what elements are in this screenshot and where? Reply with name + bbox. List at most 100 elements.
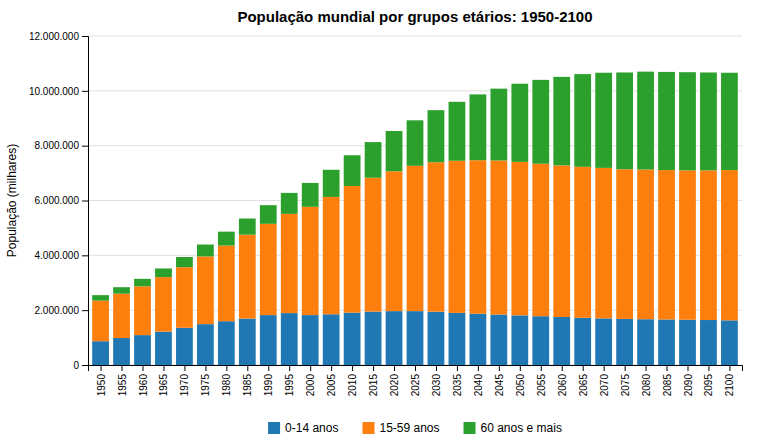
tick: 1955: [117, 365, 128, 396]
bar: [595, 73, 612, 168]
bar: [155, 332, 172, 365]
tick-label: 2030: [431, 374, 442, 397]
bar: [323, 314, 340, 365]
bar: [490, 315, 507, 365]
tick-mark: [184, 365, 185, 371]
bar: [344, 186, 361, 313]
bar: [218, 232, 235, 246]
tick: 2070: [599, 365, 610, 396]
bar: [407, 120, 424, 166]
bar: [239, 235, 256, 319]
bar: [700, 170, 717, 320]
tick-mark: [688, 365, 689, 371]
bar: [721, 320, 738, 365]
legend-label: 15-59 anos: [379, 421, 439, 435]
tick-label: 2040: [473, 374, 484, 397]
tick-label: 2085: [662, 374, 673, 397]
tick-mark: [268, 365, 269, 371]
tick-label: 2070: [599, 374, 610, 397]
legend-swatch: [464, 422, 476, 434]
tick: 2005: [326, 365, 337, 396]
tick-label: 1950: [96, 374, 107, 397]
grid: [88, 36, 742, 365]
bar: [428, 312, 445, 365]
bars: [92, 72, 738, 365]
tick-mark: [415, 365, 416, 371]
tick-label: 2045: [494, 374, 505, 397]
tick-label: 1980: [221, 374, 232, 397]
legend: 0-14 anos 15-59 anos 60 anos e mais: [268, 421, 562, 435]
tick-mark: [310, 365, 311, 371]
bar: [511, 315, 528, 365]
tick-mark: [604, 365, 605, 371]
tick-mark: [457, 365, 458, 371]
tick: 2060: [557, 365, 568, 396]
bar: [176, 267, 193, 328]
bar: [553, 317, 570, 365]
tick-mark: [499, 365, 500, 371]
tick-mark: [562, 365, 563, 371]
tick-label: 2005: [326, 374, 337, 397]
bar: [595, 168, 612, 319]
bar: [155, 277, 172, 332]
tick-label: 6.000.000: [35, 195, 80, 206]
tick-label: 1975: [200, 374, 211, 397]
bar: [470, 94, 487, 160]
bar: [574, 167, 591, 318]
tick-mark: [667, 365, 668, 371]
legend-swatch: [362, 422, 374, 434]
tick-label: 1995: [284, 374, 295, 397]
bar: [700, 72, 717, 170]
bar: [637, 170, 654, 320]
bar: [721, 73, 738, 170]
bar: [679, 72, 696, 170]
tick: 1975: [200, 365, 211, 396]
legend-label: 60 anos e mais: [481, 421, 562, 435]
bar: [92, 301, 109, 342]
tick-mark: [226, 365, 227, 371]
tick-mark: [520, 365, 521, 371]
bar: [302, 207, 319, 315]
bar: [658, 170, 675, 319]
tick: 2.000.000: [35, 305, 89, 316]
tick-label: 10.000.000: [29, 86, 79, 97]
tick: 2100: [724, 365, 735, 396]
bar: [92, 295, 109, 300]
bar: [260, 315, 277, 365]
tick-mark: [729, 365, 730, 371]
tick-label: 2.000.000: [35, 305, 80, 316]
tick-mark: [373, 365, 374, 371]
tick-label: 0: [73, 360, 79, 371]
bar: [113, 287, 130, 293]
tick: 2065: [578, 365, 589, 396]
bar: [658, 72, 675, 170]
bar: [386, 171, 403, 311]
bar: [197, 324, 214, 365]
tick-mark: [394, 365, 395, 371]
tick: 1950: [96, 365, 107, 396]
tick-label: 1970: [179, 374, 190, 397]
bar: [449, 102, 466, 161]
tick-label: 2010: [347, 374, 358, 397]
tick-label: 1985: [242, 374, 253, 397]
bar: [616, 72, 633, 169]
legend-item: 0-14 anos: [268, 421, 338, 435]
tick: 2085: [662, 365, 673, 396]
tick: 2045: [494, 365, 505, 396]
legend-swatch: [268, 422, 280, 434]
tick: 1985: [242, 365, 253, 396]
y-axis: 02.000.0004.000.0006.000.0008.000.00010.…: [29, 31, 89, 371]
bar: [197, 245, 214, 257]
title: População mundial por grupos etários: 19…: [237, 8, 592, 25]
tick-mark: [352, 365, 353, 371]
tick-mark: [541, 365, 542, 371]
bar: [239, 219, 256, 235]
bar: [637, 72, 654, 170]
tick-mark: [82, 365, 88, 366]
tick: 2020: [389, 365, 400, 396]
bar: [113, 338, 130, 365]
bar: [574, 318, 591, 365]
bar: [281, 214, 298, 313]
bar: [428, 110, 445, 162]
tick-mark: [82, 36, 88, 37]
